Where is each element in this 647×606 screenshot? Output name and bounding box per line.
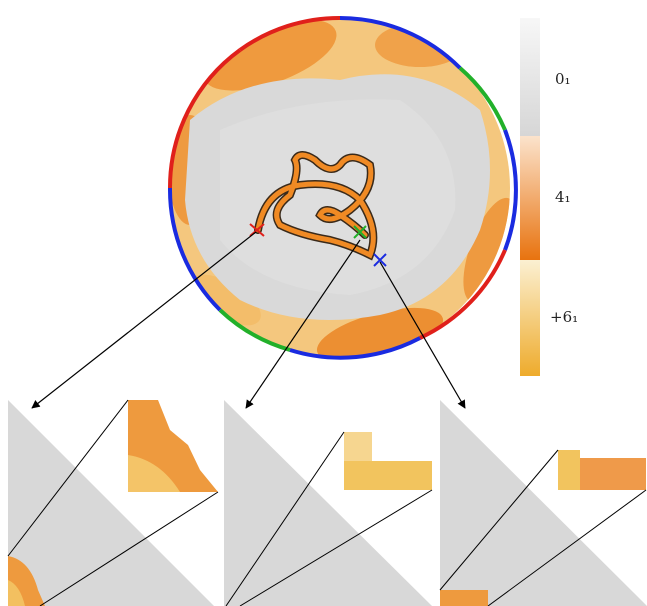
knot [249, 151, 387, 267]
colorbar: 0₁ 4₁ +6₁ [520, 18, 578, 376]
legend-label: 0₁ [555, 70, 571, 88]
panel-3 [439, 400, 647, 606]
panel-1 [7, 399, 219, 606]
panel-2 [224, 400, 433, 606]
arrows [31, 231, 466, 409]
legend-label: 4₁ [555, 188, 571, 206]
legend-label: +6₁ [550, 308, 578, 326]
